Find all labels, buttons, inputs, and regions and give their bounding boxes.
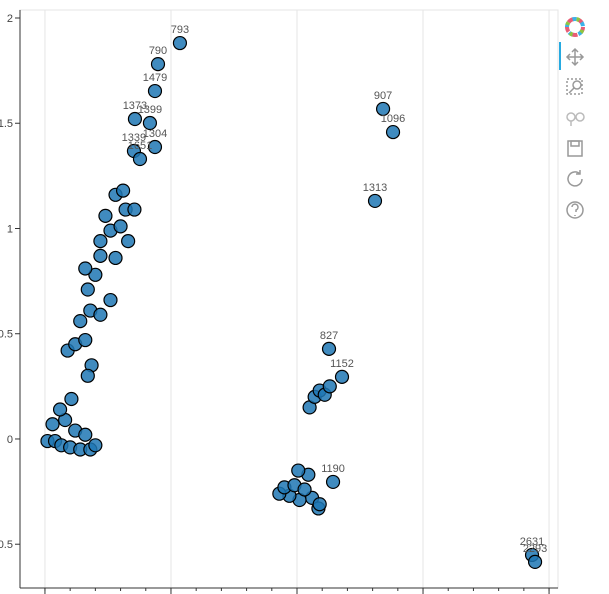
- point: [52, 402, 68, 417]
- point: [93, 248, 108, 263]
- toolbar: [559, 17, 585, 219]
- point: [78, 427, 93, 442]
- y-tick-label: 0.5: [0, 329, 13, 341]
- point: [115, 183, 131, 198]
- point: [322, 379, 337, 394]
- point: [98, 208, 113, 223]
- point: [291, 463, 306, 478]
- point-label: 1373: [123, 100, 147, 112]
- point: [147, 83, 163, 99]
- point-label: 2293: [523, 543, 547, 555]
- point-label: 2631: [520, 536, 544, 548]
- point: [367, 193, 383, 209]
- point-label: 1339: [122, 132, 146, 144]
- marks: [40, 35, 543, 569]
- point: [334, 369, 350, 384]
- point: [385, 124, 401, 140]
- point: [297, 482, 312, 497]
- point: [78, 332, 93, 348]
- point-label: 1152: [330, 358, 354, 370]
- grid: [44, 10, 550, 588]
- point: [88, 438, 103, 453]
- active-indicator: [559, 42, 561, 70]
- help-tool[interactable]: [566, 201, 584, 219]
- y-tick-label: 1: [7, 223, 13, 235]
- point-label: 1096: [381, 113, 405, 125]
- point: [127, 111, 143, 127]
- point: [127, 202, 142, 217]
- point: [132, 151, 148, 167]
- box-zoom-tool[interactable]: [566, 78, 583, 95]
- point: [172, 35, 188, 51]
- point: [103, 292, 118, 308]
- point: [80, 282, 95, 297]
- point-label: 1190: [321, 463, 345, 475]
- y-tick-label: 1.5: [0, 118, 13, 130]
- point: [113, 219, 128, 234]
- point: [147, 139, 163, 155]
- point: [45, 417, 60, 432]
- point: [121, 234, 136, 249]
- point: [375, 101, 391, 117]
- point: [93, 234, 108, 249]
- point: [321, 341, 337, 356]
- pan-tool[interactable]: [565, 47, 585, 67]
- point: [108, 250, 123, 266]
- point: [142, 115, 158, 131]
- point: [325, 474, 341, 490]
- point-label: 790: [149, 45, 167, 57]
- point-label: 793: [171, 24, 189, 36]
- y-tick-label: 0: [7, 434, 13, 446]
- save-tool[interactable]: [567, 140, 583, 157]
- point: [312, 497, 327, 512]
- wheel-zoom-tool[interactable]: [566, 112, 585, 126]
- point: [88, 267, 103, 282]
- point-label: 1479: [143, 72, 167, 84]
- axes: -0.5 0 0.5 1 1.5 2: [0, 10, 558, 594]
- point: [78, 261, 93, 276]
- point: [73, 314, 88, 329]
- bokeh-logo: [565, 17, 585, 37]
- point: [527, 554, 543, 569]
- y-tick-label: -0.5: [0, 539, 13, 551]
- point: [93, 307, 108, 322]
- reset-tool[interactable]: [567, 170, 583, 187]
- point-label: 1651: [128, 140, 152, 152]
- point-label: 907: [374, 90, 392, 102]
- point-label: 1399: [138, 104, 162, 116]
- point-label: 827: [320, 330, 338, 342]
- point-label: 1313: [363, 182, 387, 194]
- point: [150, 56, 166, 72]
- point: [80, 368, 95, 383]
- point-label: 1304: [143, 128, 167, 140]
- point: [64, 391, 79, 407]
- y-tick-label: 2: [7, 13, 13, 25]
